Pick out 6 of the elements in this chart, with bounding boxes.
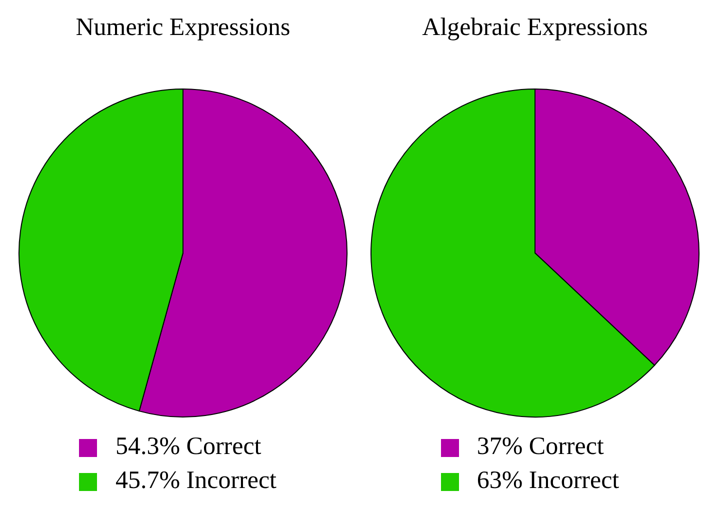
- chart-title: Algebraic Expressions: [421, 13, 649, 43]
- legend-label: 45.7% Incorrect: [115, 467, 277, 494]
- legend-label: 63% Incorrect: [476, 467, 620, 494]
- chart-title: Numeric Expressions: [74, 13, 292, 43]
- legend-label: 37% Correct: [476, 433, 604, 460]
- legend-label: 54.3% Correct: [115, 433, 262, 460]
